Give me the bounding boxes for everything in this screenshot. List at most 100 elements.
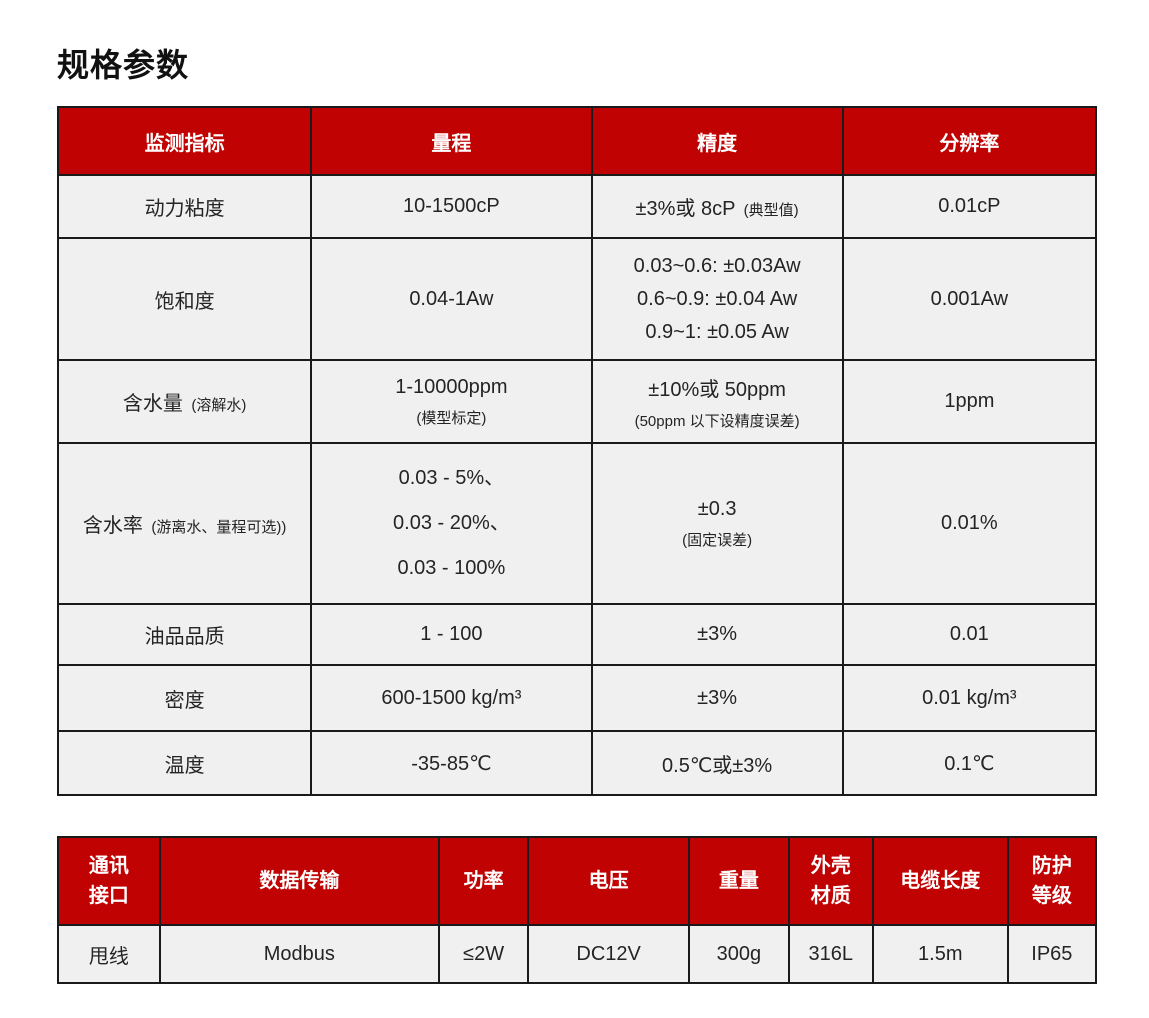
density-resolution: 0.01 kg/m³ xyxy=(922,686,1017,709)
spec-col-header-resolution: 分辨率 xyxy=(841,106,1098,176)
spec-col-header-range: 量程 xyxy=(310,106,593,176)
page-title: 规格参数 xyxy=(57,47,190,83)
water-content-accuracy-note: (50ppm 以下设精度误差) xyxy=(634,412,800,430)
water-content-accuracy-cell: ±10%或 50ppm (50ppm 以下设精度误差) xyxy=(590,359,844,444)
saturation-accuracy-cell: 0.03~0.6: ±0.03Aw 0.6~0.9: ±0.04 Aw 0.9~… xyxy=(590,237,844,361)
comm-col-header-interface: 通讯接口 xyxy=(57,836,161,926)
water-content-range-note: (模型标定) xyxy=(416,409,487,427)
comm-power-value: ≤2W xyxy=(437,924,530,984)
temperature-accuracy-cell: 0.5℃或±3% xyxy=(590,730,844,796)
density-range: 600-1500 kg/m³ xyxy=(381,686,522,709)
saturation-accuracy-line3: 0.9~1: ±0.05 Aw xyxy=(645,320,789,343)
water-ratio-range-line3: 0.03 - 100% xyxy=(397,557,506,579)
viscosity-accuracy-cell: ±3%或 8cP (典型值) xyxy=(590,174,844,239)
saturation-resolution: 0.001Aw xyxy=(930,287,1009,310)
comm-data-transfer-value: Modbus xyxy=(158,924,440,984)
saturation-range: 0.04-1Aw xyxy=(409,287,494,310)
water-ratio-resolution: 0.01% xyxy=(940,512,998,534)
comm-voltage-value: DC12V xyxy=(527,924,691,984)
viscosity-resolution-cell: 0.01cP xyxy=(841,174,1098,239)
spec-col-header-accuracy: 精度 xyxy=(590,106,844,176)
table-row-water-content: 含水量 (溶解水) 1-10000ppm (模型标定) ±10%或 50ppm … xyxy=(56,359,1098,444)
comm-col-header-weight: 重量 xyxy=(688,836,790,926)
oil-quality-accuracy-cell: ±3% xyxy=(590,603,844,666)
comm-col-header-power: 功率 xyxy=(437,836,530,926)
viscosity-range: 10-1500cP xyxy=(403,195,500,217)
density-range-cell: 600-1500 kg/m³ xyxy=(310,664,593,732)
comm-col-header-housing: 外壳材质 xyxy=(787,836,874,926)
comm-data-row: 甩线 Modbus ≤2W DC12V 300g 316L 1.5m IP65 xyxy=(57,924,1098,984)
temperature-range: -35-85℃ xyxy=(411,752,492,775)
water-content-resolution-cell: 1ppm xyxy=(841,359,1098,444)
comm-interface-value: 甩线 xyxy=(57,924,161,984)
oil-quality-range-cell: 1 - 100 xyxy=(310,603,593,666)
temperature-range-cell: -35-85℃ xyxy=(310,730,593,796)
table-row-density: 密度 600-1500 kg/m³ ±3% 0.01 kg/m³ xyxy=(56,664,1098,732)
water-content-range-cell: 1-10000ppm (模型标定) xyxy=(310,359,593,444)
temperature-accuracy: 0.5℃或±3% xyxy=(662,754,773,777)
saturation-name-cell: 饱和度 xyxy=(56,237,313,361)
density-name-cell: 密度 xyxy=(56,664,313,732)
oil-quality-name: 油品品质 xyxy=(144,626,225,648)
water-ratio-range-line2: 0.03 - 20%、 xyxy=(393,512,510,534)
water-ratio-name-note: (游离水、量程可选)) xyxy=(151,519,287,536)
viscosity-resolution: 0.01cP xyxy=(938,195,1001,217)
water-content-resolution: 1ppm xyxy=(944,390,995,412)
comm-weight-value: 300g xyxy=(688,924,790,984)
comm-col-header-protection: 防护等级 xyxy=(1006,836,1098,926)
comm-cable-length-value: 1.5m xyxy=(871,924,1009,984)
table-row-oil-quality: 油品品质 1 - 100 ±3% 0.01 xyxy=(56,603,1098,666)
water-content-name-note: (溶解水) xyxy=(191,397,247,414)
water-ratio-resolution-cell: 0.01% xyxy=(841,442,1098,605)
spec-table: 监测指标 量程 精度 分辨率 动力粘度 10-1500cP ±3%或 8cP (… xyxy=(56,106,1098,796)
table-row-water-ratio: 含水率 (游离水、量程可选)) 0.03 - 5%、 0.03 - 20%、 0… xyxy=(56,442,1098,605)
water-ratio-accuracy: ±0.3 xyxy=(697,497,737,520)
water-ratio-range-cell: 0.03 - 5%、 0.03 - 20%、 0.03 - 100% xyxy=(310,442,593,605)
oil-quality-name-cell: 油品品质 xyxy=(56,603,313,666)
comm-col-header-cable-length: 电缆长度 xyxy=(871,836,1009,926)
oil-quality-range: 1 - 100 xyxy=(420,623,483,645)
viscosity-name: 动力粘度 xyxy=(144,198,225,220)
oil-quality-accuracy: ±3% xyxy=(697,623,738,645)
water-content-name: 含水量 xyxy=(122,393,183,415)
temperature-resolution: 0.1℃ xyxy=(944,752,995,775)
density-accuracy: ±3% xyxy=(697,686,738,709)
density-accuracy-cell: ±3% xyxy=(590,664,844,732)
spec-header-row: 监测指标 量程 精度 分辨率 xyxy=(56,106,1098,176)
density-name: 密度 xyxy=(164,689,205,712)
comm-header-row: 通讯接口 数据传输 功率 电压 重量 外壳材质 电缆长度 防护等级 xyxy=(57,836,1098,926)
water-content-accuracy: ±10%或 50ppm xyxy=(648,378,786,401)
spec-col-header-indicator: 监测指标 xyxy=(56,106,313,176)
saturation-accuracy-line2: 0.6~0.9: ±0.04 Aw xyxy=(637,287,798,310)
viscosity-accuracy-note: (典型值) xyxy=(743,202,799,219)
table-row-saturation: 饱和度 0.04-1Aw 0.03~0.6: ±0.03Aw 0.6~0.9: … xyxy=(56,237,1098,361)
temperature-name-cell: 温度 xyxy=(56,730,313,796)
oil-quality-resolution: 0.01 xyxy=(949,623,989,645)
comm-col-header-voltage: 电压 xyxy=(527,836,691,926)
water-ratio-name: 含水率 xyxy=(82,515,143,537)
comm-col-header-data-transfer: 数据传输 xyxy=(158,836,440,926)
saturation-resolution-cell: 0.001Aw xyxy=(841,237,1098,361)
table-row-viscosity: 动力粘度 10-1500cP ±3%或 8cP (典型值) 0.01cP xyxy=(56,174,1098,239)
water-ratio-accuracy-note: (固定误差) xyxy=(682,531,753,549)
comm-protection-value: IP65 xyxy=(1006,924,1098,984)
viscosity-name-cell: 动力粘度 xyxy=(56,174,313,239)
temperature-resolution-cell: 0.1℃ xyxy=(841,730,1098,796)
water-ratio-accuracy-cell: ±0.3 (固定误差) xyxy=(590,442,844,605)
comm-housing-value: 316L xyxy=(787,924,874,984)
water-ratio-name-cell: 含水率 (游离水、量程可选)) xyxy=(56,442,313,605)
density-resolution-cell: 0.01 kg/m³ xyxy=(841,664,1098,732)
saturation-name: 饱和度 xyxy=(154,290,215,313)
comm-table: 通讯接口 数据传输 功率 电压 重量 外壳材质 电缆长度 防护等级 甩线 Mod… xyxy=(57,836,1098,984)
saturation-range-cell: 0.04-1Aw xyxy=(310,237,593,361)
table-row-temperature: 温度 -35-85℃ 0.5℃或±3% 0.1℃ xyxy=(56,730,1098,796)
water-ratio-range-line1: 0.03 - 5%、 xyxy=(398,467,505,489)
saturation-accuracy-line1: 0.03~0.6: ±0.03Aw xyxy=(633,254,801,277)
viscosity-range-cell: 10-1500cP xyxy=(310,174,593,239)
water-content-name-cell: 含水量 (溶解水) xyxy=(56,359,313,444)
temperature-name: 温度 xyxy=(164,754,205,777)
oil-quality-resolution-cell: 0.01 xyxy=(841,603,1098,666)
water-content-range: 1-10000ppm xyxy=(395,375,508,398)
viscosity-accuracy: ±3%或 8cP xyxy=(635,198,736,220)
